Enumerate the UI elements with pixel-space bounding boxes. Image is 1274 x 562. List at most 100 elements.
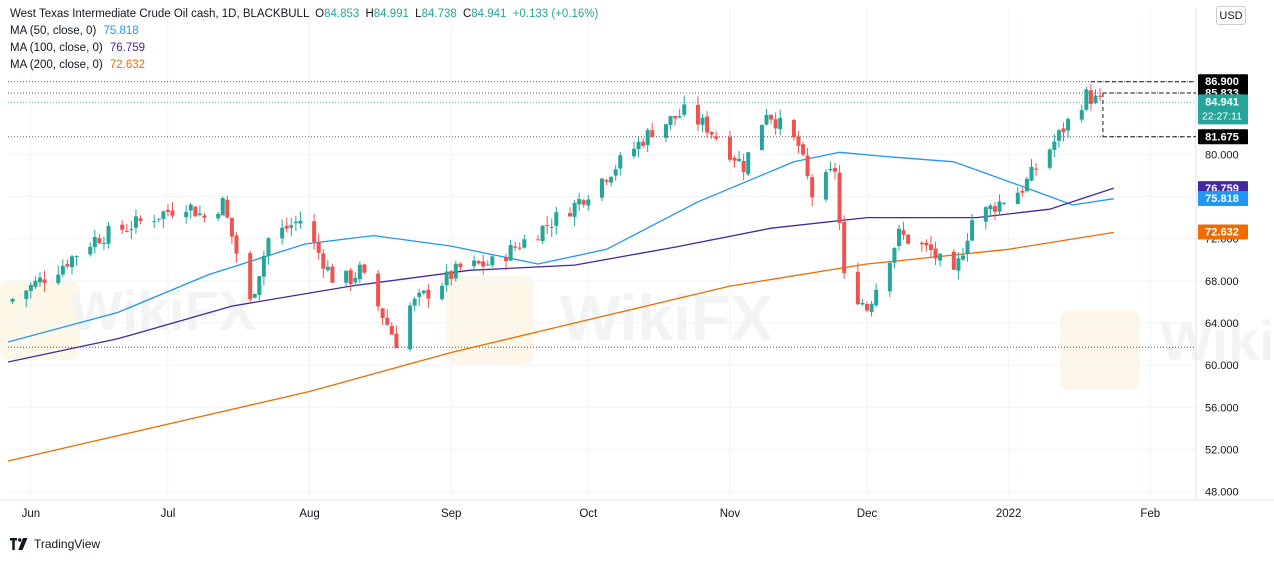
candle (120, 220, 125, 234)
watermark-logo-1 (1060, 310, 1140, 390)
candle-body (860, 302, 865, 305)
candle-body (312, 221, 317, 243)
candle-body (504, 257, 509, 262)
candle-body (353, 277, 358, 283)
candle (197, 205, 202, 217)
candle (577, 192, 582, 212)
ma200-legend[interactable]: MA (200, close, 0) 72.632 (10, 57, 598, 74)
ma100-legend[interactable]: MA (100, close, 0) 76.759 (10, 40, 598, 57)
candle (92, 229, 97, 254)
close-value: 84.941 (471, 8, 507, 20)
candle (970, 213, 975, 242)
candle (453, 260, 458, 282)
candle (202, 212, 207, 223)
candle (545, 215, 550, 234)
candle-body (234, 235, 239, 254)
ma50-label: MA (50, close, 0) (10, 25, 97, 37)
x-tick-label-4: Oct (579, 508, 598, 520)
x-tick-label-0: Jun (22, 508, 41, 520)
candle (28, 282, 33, 299)
candle-body (1015, 192, 1020, 205)
candle (257, 275, 262, 301)
candle-body (257, 276, 262, 295)
wikifx-watermark: WikiFX WikiFX WikiFX (0, 276, 1274, 390)
ma100-value: 76.759 (109, 42, 146, 54)
ma100-label: MA (100, close, 0) (10, 42, 103, 54)
candle-body (421, 290, 426, 294)
candle (380, 307, 385, 325)
watermark-text: WikiFX (560, 282, 773, 354)
candle (1034, 163, 1039, 176)
candle (485, 260, 490, 266)
candle (321, 248, 326, 279)
candle-body (348, 270, 353, 285)
y-tick-label-56: 56.000 (1205, 402, 1239, 414)
candle (746, 152, 751, 176)
candle-body (293, 221, 298, 224)
candle-body (650, 130, 655, 137)
candle-body (1020, 190, 1025, 193)
candle (417, 289, 422, 306)
ma50-legend[interactable]: MA (50, close, 0) 75.818 (10, 23, 598, 40)
candle-body (764, 114, 769, 125)
candle (983, 205, 988, 230)
candle (389, 322, 394, 335)
candle-body (1047, 149, 1052, 168)
candles (10, 84, 1103, 352)
candle (892, 247, 897, 269)
candle (988, 203, 993, 216)
candle (312, 214, 317, 250)
candle-body (714, 136, 719, 139)
candle-body (906, 234, 911, 244)
candle-body (700, 117, 705, 125)
candle-body (545, 225, 550, 227)
candle-body (928, 244, 933, 251)
candle-body (481, 261, 486, 267)
candle (842, 215, 847, 279)
candle (330, 263, 335, 283)
candle (280, 219, 285, 245)
ma200-label: MA (200, close, 0) (10, 59, 103, 71)
candle-body (801, 144, 806, 155)
candle (504, 253, 509, 271)
candle-body (170, 210, 175, 216)
candle-body (120, 224, 125, 230)
candle (508, 239, 513, 262)
candle-body (376, 273, 381, 307)
candle-body (951, 251, 956, 270)
candle (805, 147, 810, 180)
price-badge-text: 86.900 (1205, 76, 1239, 88)
y-tick-label-60: 60.000 (1205, 360, 1239, 372)
candle (540, 224, 545, 245)
candle (1066, 117, 1071, 138)
y-tick-label-52: 52.000 (1205, 444, 1239, 456)
candle (353, 272, 358, 287)
candle (869, 301, 874, 317)
candle (184, 205, 189, 224)
candle-body (983, 207, 988, 222)
candle (74, 255, 79, 266)
candle-body (600, 178, 604, 198)
symbol-title: West Texas Intermediate Crude Oil cash, … (10, 8, 309, 20)
candle (810, 174, 815, 207)
candle (618, 151, 623, 176)
candle (234, 232, 239, 263)
candle (714, 131, 719, 142)
high-value: 84.991 (373, 8, 409, 20)
tradingview-footer[interactable]: TradingView (10, 537, 100, 551)
y-tick-label-80: 80.000 (1205, 149, 1239, 161)
candle (769, 114, 774, 125)
candle-body (426, 289, 431, 299)
candle (554, 206, 559, 235)
candle (1079, 104, 1084, 123)
candle-body (938, 253, 943, 261)
currency-button[interactable]: USD (1216, 6, 1246, 25)
price-badge-3: 81.675 (1198, 129, 1248, 145)
candle (865, 301, 870, 313)
candle (960, 247, 965, 261)
candle-body (417, 292, 422, 297)
candle-body (74, 255, 79, 257)
candle-body (855, 271, 860, 305)
candle (1098, 88, 1103, 101)
